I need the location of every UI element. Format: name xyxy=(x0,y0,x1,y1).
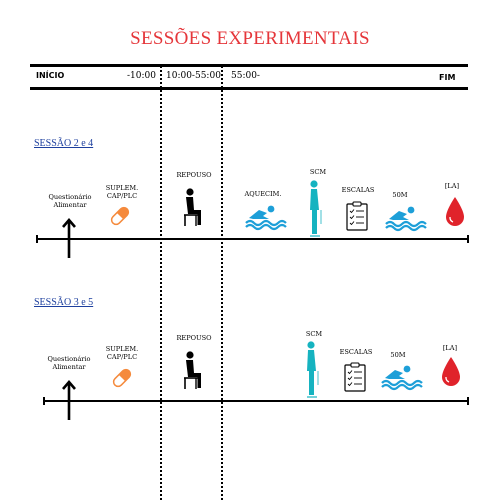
swimmer-icon xyxy=(245,204,283,228)
s1-warmup-label: AQUECIM. xyxy=(238,190,288,198)
s2-supplement-label: SUPLEM. CAP/PLC xyxy=(100,345,144,361)
header-time-2: 10:00-55:00 xyxy=(166,71,221,81)
s2-scm-label: SCM xyxy=(300,330,328,338)
divider-1 xyxy=(160,66,162,500)
standing-person-icon xyxy=(306,180,326,240)
s1-lactate-label: [LA] xyxy=(440,182,464,190)
blood-drop-icon xyxy=(440,356,462,388)
standing-person-icon xyxy=(303,341,323,401)
page-title: SESSÕES EXPERIMENTAIS xyxy=(0,28,500,50)
s1-questionnaire-label: Questionário Alimentar xyxy=(40,193,100,209)
s1-rest-label: REPOUSO xyxy=(172,171,216,179)
pill-icon xyxy=(110,366,134,390)
timeline-2-start-tick xyxy=(43,397,45,405)
session-2-link[interactable]: SESSÃO 3 e 5 xyxy=(34,297,93,308)
checklist-icon xyxy=(344,362,366,392)
header-time-1: -10:00 xyxy=(127,71,156,81)
swimmer-icon xyxy=(385,205,423,229)
seated-person-icon xyxy=(181,351,205,391)
timeline-2 xyxy=(43,400,469,402)
pill-icon xyxy=(108,204,132,228)
timeline-1 xyxy=(36,238,469,240)
timeline-1-end-tick xyxy=(467,235,469,243)
s2-swim-label: 50M xyxy=(388,351,408,359)
header-bottom-bar xyxy=(30,87,468,90)
s1-supplement-label: SUPLEM. CAP/PLC xyxy=(100,184,144,200)
checklist-icon xyxy=(346,201,368,231)
s2-questionnaire-label: Questionário Alimentar xyxy=(40,355,98,371)
header-start: INÍCIO xyxy=(36,71,64,80)
timeline-1-start-tick xyxy=(36,235,38,243)
timeline-2-end-tick xyxy=(467,397,469,405)
header-end: FIM xyxy=(439,73,455,82)
divider-2 xyxy=(221,66,223,500)
s1-scm-label: SCM xyxy=(304,168,332,176)
swimmer-icon xyxy=(381,364,419,388)
s1-scales-label: ESCALAS xyxy=(338,186,378,194)
s1-swim-label: 50M xyxy=(390,191,410,199)
seated-person-icon xyxy=(181,188,205,228)
blood-drop-icon xyxy=(444,196,466,228)
s2-scales-label: ESCALAS xyxy=(336,348,376,356)
s2-rest-label: REPOUSO xyxy=(172,334,216,342)
session-1-link[interactable]: SESSÃO 2 e 4 xyxy=(34,138,93,149)
header-top-bar xyxy=(30,64,468,67)
s2-lactate-label: [LA] xyxy=(438,344,462,352)
header-time-3: 55:00- xyxy=(231,71,260,81)
